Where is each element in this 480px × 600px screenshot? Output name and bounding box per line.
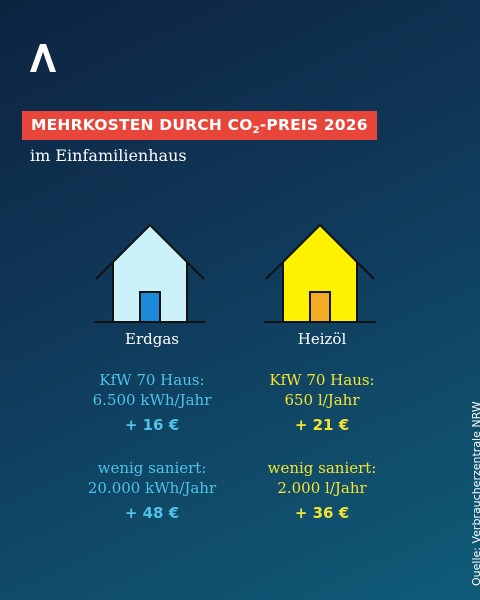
gas-saniert-price: + 48 € bbox=[124, 504, 180, 522]
title-subscript: 2 bbox=[252, 125, 260, 136]
subtitle: im Einfamilienhaus bbox=[30, 146, 187, 165]
logo-icon bbox=[30, 44, 56, 72]
gas-kfw-block: KfW 70 Haus: 6.500 kWh/Jahr + 16 € bbox=[57, 370, 247, 436]
oil-kfw-block: KfW 70 Haus: 650 l/Jahr + 21 € bbox=[227, 370, 417, 436]
oil-saniert-block: wenig saniert: 2.000 l/Jahr + 36 € bbox=[227, 458, 417, 524]
source-note: Quelle: Verbraucherzentrale NRW bbox=[470, 401, 480, 586]
oil-kfw-usage: 650 l/Jahr bbox=[284, 391, 360, 409]
oil-saniert-usage: 2.000 l/Jahr bbox=[277, 479, 367, 497]
label-erdgas: Erdgas bbox=[125, 330, 179, 348]
page-title: MEHRKOSTEN DURCH CO2-PREIS 2026 bbox=[22, 111, 377, 140]
gas-saniert-usage: 20.000 kWh/Jahr bbox=[87, 479, 217, 497]
title-main: MEHRKOSTEN DURCH CO bbox=[31, 116, 253, 134]
oil-kfw-title: KfW 70 Haus: bbox=[269, 371, 375, 389]
oil-kfw-price: + 21 € bbox=[294, 416, 350, 434]
gas-kfw-price: + 16 € bbox=[124, 416, 180, 434]
gas-saniert-block: wenig saniert: 20.000 kWh/Jahr + 48 € bbox=[57, 458, 247, 524]
gas-kfw-title: KfW 70 Haus: bbox=[99, 371, 205, 389]
oil-saniert-price: + 36 € bbox=[294, 504, 350, 522]
title-rest: -PREIS 2026 bbox=[259, 116, 368, 134]
label-heizoel: Heizöl bbox=[297, 330, 347, 348]
gas-kfw-usage: 6.500 kWh/Jahr bbox=[92, 391, 212, 409]
oil-saniert-title: wenig saniert: bbox=[267, 459, 377, 477]
house-icon bbox=[264, 223, 376, 323]
house-icon bbox=[94, 223, 206, 323]
gas-saniert-title: wenig saniert: bbox=[97, 459, 207, 477]
